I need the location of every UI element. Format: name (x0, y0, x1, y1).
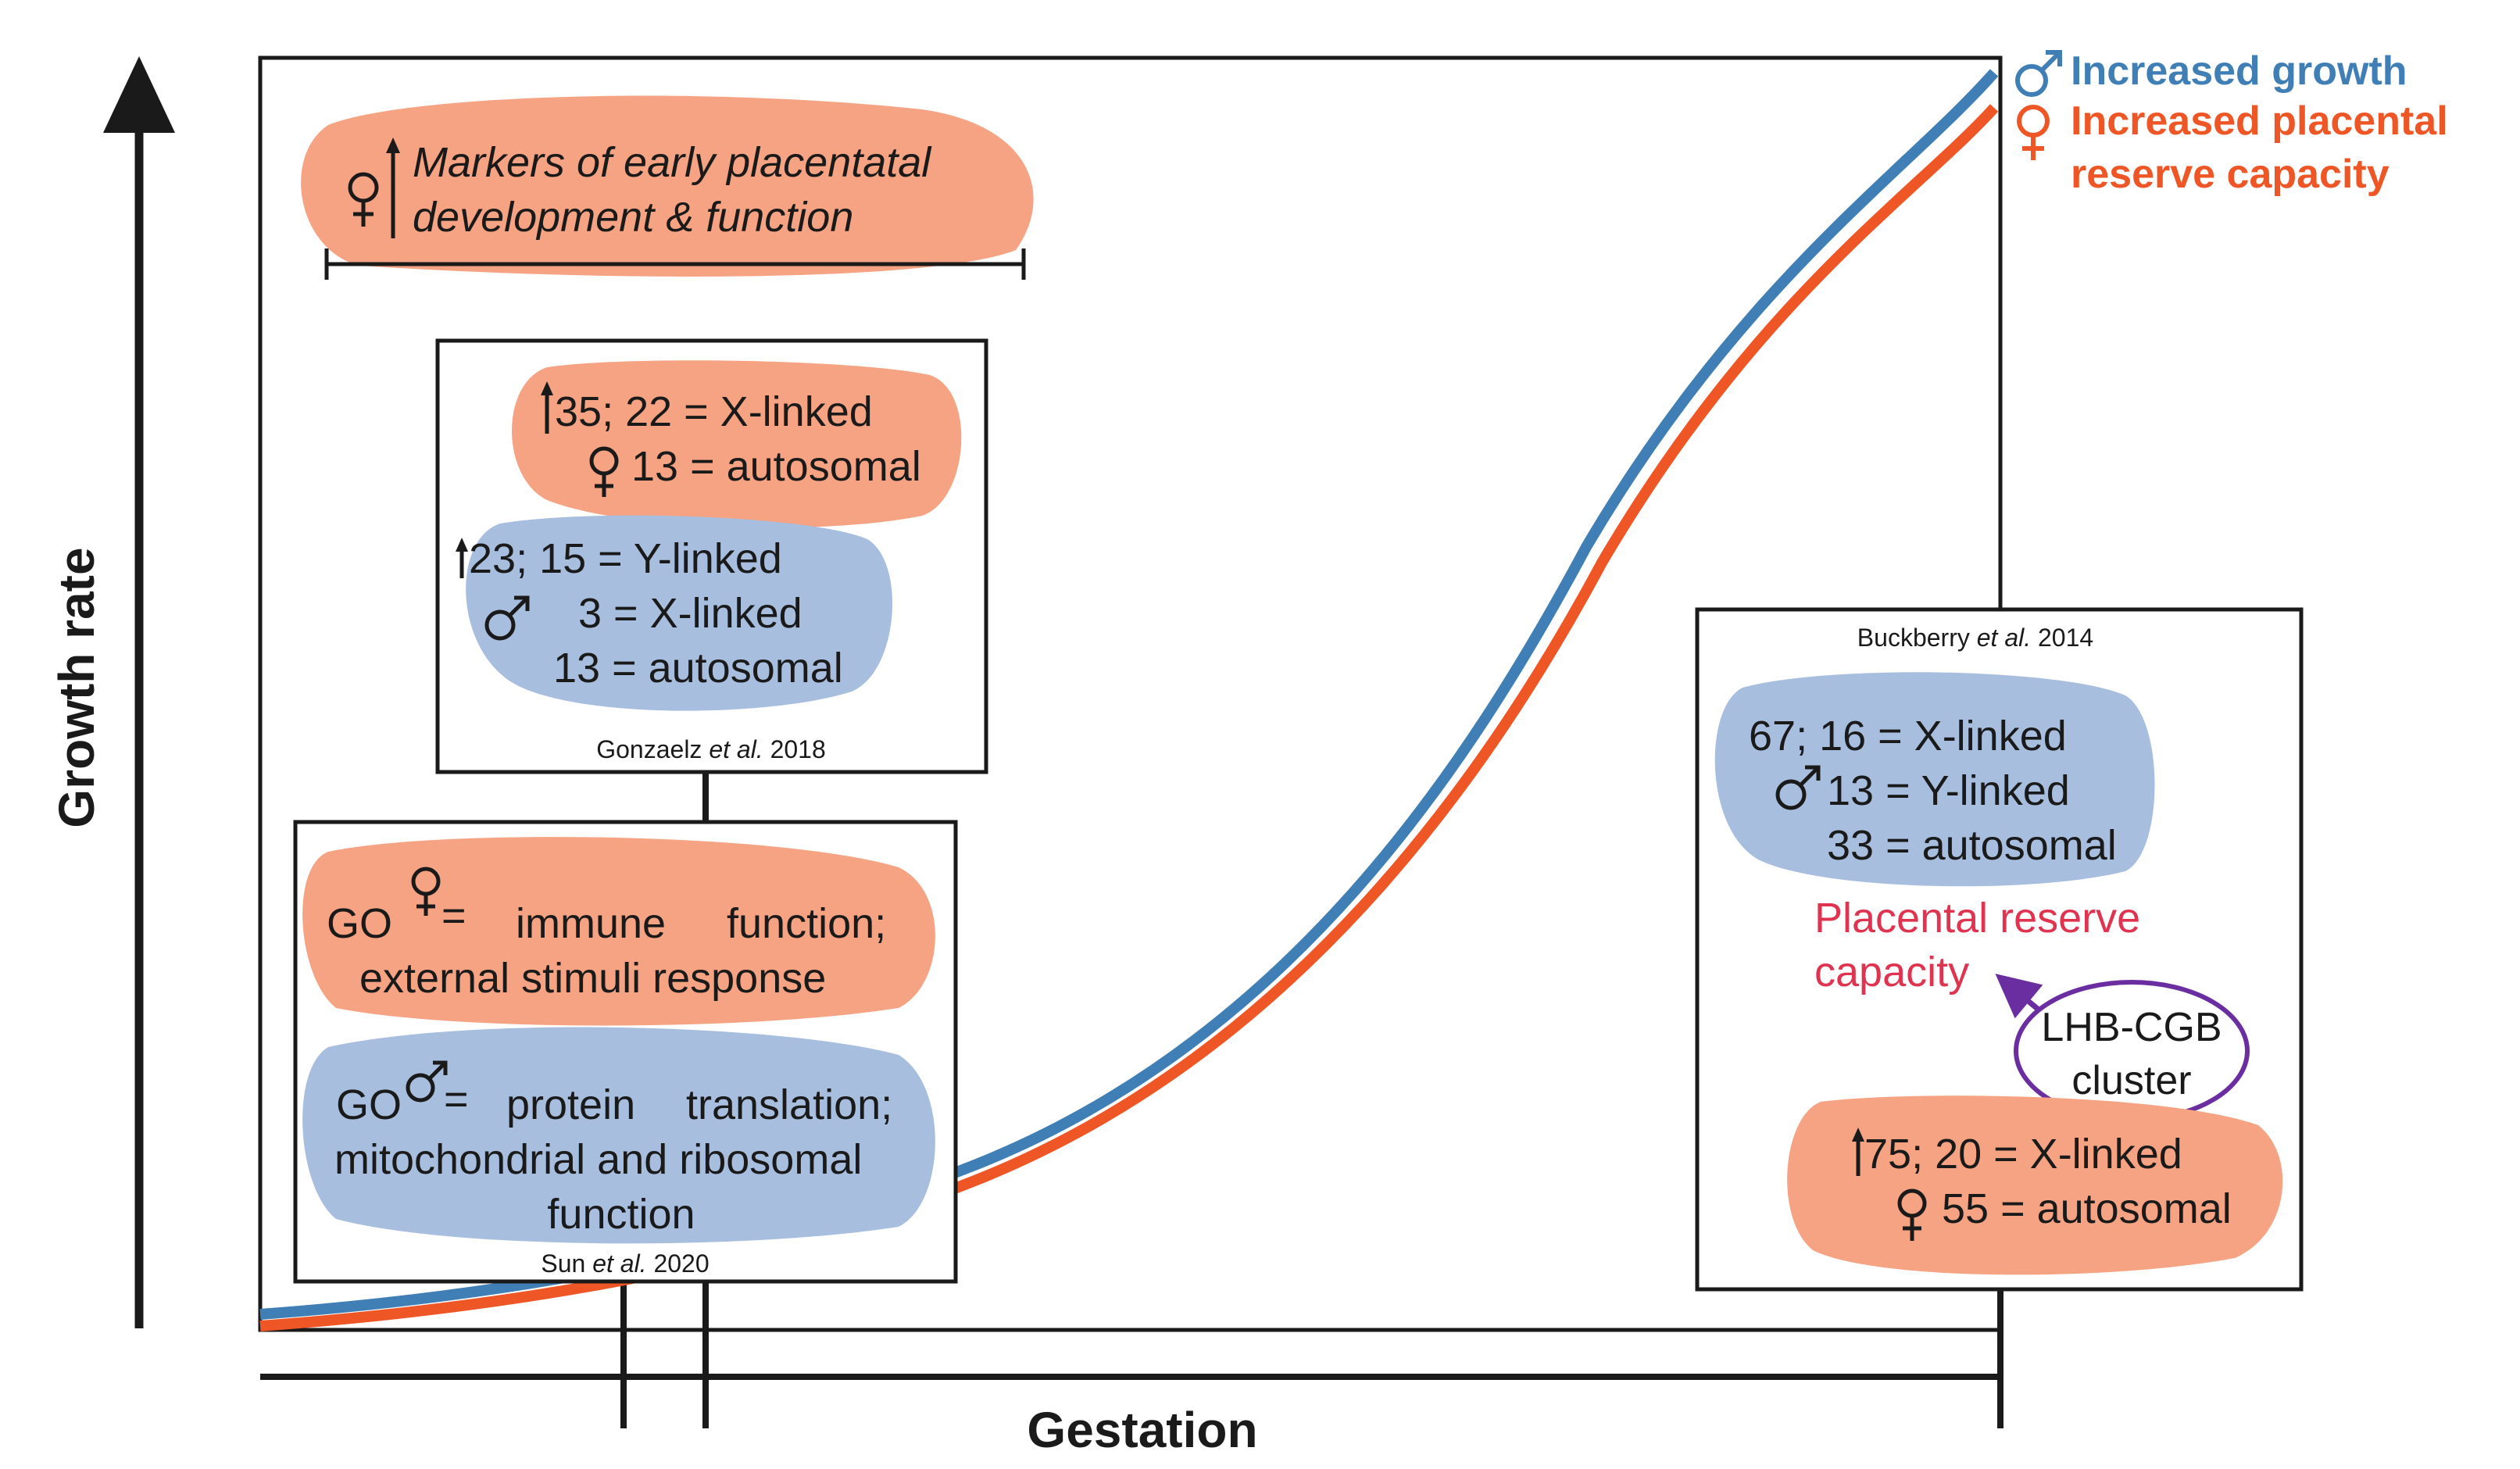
sun-male-line1-a: protein (506, 1081, 635, 1128)
sun-female-blob (302, 837, 935, 1026)
sun-female-go: GO (327, 900, 392, 947)
female-symbol-icon (1897, 1188, 1927, 1241)
early-markers-callout: Markers of early placentatal development… (301, 95, 1034, 280)
gonzalez-male-blob (466, 515, 893, 711)
y-axis-label: Growth rate (48, 547, 105, 827)
buckberry-male-line3: 33 = autosomal (1827, 822, 2117, 869)
early-markers-line1: Markers of early placentatal (413, 139, 932, 186)
gestation-timeline (260, 772, 2003, 1428)
gonzalez-citation: Gonzaelz et al. 2018 (596, 735, 826, 763)
buckberry-male-line1: 67; 16 = X-linked (1749, 713, 2067, 760)
male-symbol-icon (484, 595, 530, 641)
x-axis-label: Gestation (1027, 1402, 1257, 1458)
buckberry-female-line1: 75; 20 = X-linked (1864, 1131, 2182, 1178)
up-arrow-icon (386, 138, 400, 238)
placental-reserve-line1: Placental reserve (1814, 895, 2140, 942)
male-symbol-icon (406, 1060, 448, 1103)
legend-male-text: Increased growth (2071, 48, 2407, 94)
sun-male-blob (302, 1027, 935, 1244)
gonzalez-male-line2: 3 = X-linked (578, 590, 802, 637)
placental-reserve-line2: capacity (1814, 949, 1969, 995)
gonzalez-male-line3: 13 = autosomal (553, 645, 843, 692)
gonzalez-2018-box: 35; 22 = X-linked 13 = autosomal 23; 15 … (435, 338, 988, 774)
sun-citation: Sun et al. 2020 (541, 1249, 709, 1278)
gonzalez-female-line1: 35; 22 = X-linked (555, 388, 873, 435)
gonzalez-female-blob (512, 360, 962, 528)
legend-female-text-2: reserve capacity (2071, 152, 2390, 197)
cluster-line2: cluster (2071, 1058, 2191, 1103)
buckberry-citation: Buckberry et al. 2014 (1857, 624, 2093, 652)
cluster-line1: LHB-CGB (2041, 1005, 2222, 1050)
sun-female-line1-b: function; (727, 900, 886, 947)
sun-female-line1-a: immune (516, 900, 666, 947)
sun-female-eq: = (441, 892, 466, 939)
gonzalez-female-line2: 13 = autosomal (631, 443, 921, 490)
female-symbol-icon (411, 867, 441, 916)
up-arrow-icon (541, 381, 553, 434)
buckberry-male-blob (1714, 672, 2155, 887)
legend-female-text-1: Increased placental (2071, 98, 2448, 144)
up-arrow-icon (456, 538, 468, 578)
buckberry-male-line2: 13 = Y-linked (1827, 767, 2070, 814)
early-markers-line2: development & function (413, 194, 853, 241)
sun-male-line3: function (547, 1191, 695, 1238)
female-symbol-icon (2017, 105, 2050, 160)
up-arrow-icon (1852, 1128, 1864, 1176)
male-symbol-icon (1775, 765, 1821, 810)
sun-male-go: GO (336, 1081, 402, 1128)
gonzalez-male-line1: 23; 15 = Y-linked (469, 535, 782, 582)
sun-2020-box: GO = immune function; external stimuli r… (293, 820, 958, 1284)
sun-male-line1-b: translation; (686, 1081, 892, 1128)
sun-male-eq: = (444, 1076, 469, 1123)
female-symbol-icon (589, 446, 619, 497)
female-symbol-icon (348, 172, 379, 227)
buckberry-female-line2: 55 = autosomal (1942, 1185, 2232, 1232)
y-axis (103, 56, 175, 1328)
y-axis-arrowhead-icon (103, 56, 175, 133)
sun-male-line2: mitochondrial and ribosomal (334, 1136, 862, 1183)
buckberry-2014-box: Buckberry et al. 2014 67; 16 = X-linked … (1695, 607, 2304, 1292)
sun-female-line2: external stimuli response (359, 955, 826, 1002)
male-symbol-icon (2015, 50, 2062, 97)
legend: Increased growth Increased placental res… (2015, 48, 2448, 197)
